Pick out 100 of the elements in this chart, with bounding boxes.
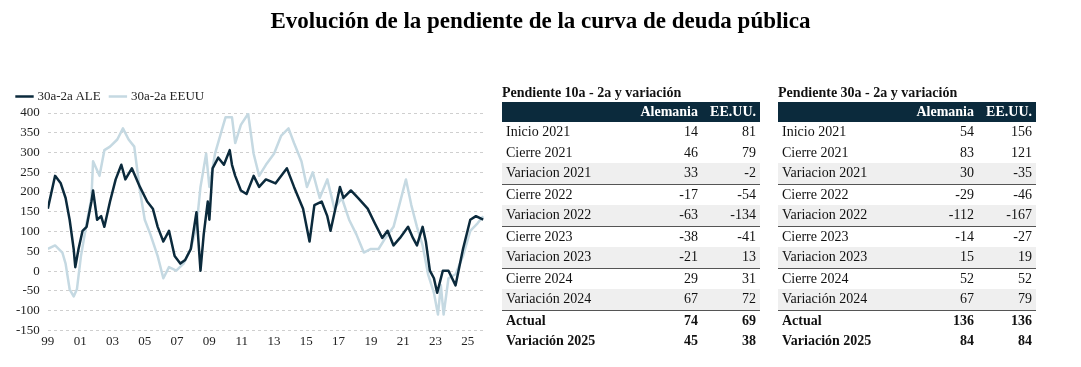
legend-label: 30a-2a ALE bbox=[37, 87, 101, 103]
y-tick-label: 400 bbox=[20, 104, 40, 120]
data-label: 156 bbox=[1010, 124, 1033, 141]
category-label: Cierre 2023 bbox=[781, 228, 850, 245]
data-label: -41 bbox=[736, 228, 757, 245]
data-label: 13 bbox=[741, 249, 757, 266]
data-label: 81 bbox=[741, 124, 757, 141]
data-label: -134 bbox=[729, 207, 757, 224]
category-label: Cierre 2023 bbox=[505, 228, 574, 245]
x-tick-label: 15 bbox=[299, 332, 313, 348]
data-label: -2 bbox=[743, 165, 757, 182]
data-label: -38 bbox=[678, 228, 699, 245]
legend-label: 30a-2a EEUU bbox=[130, 87, 205, 103]
data-label: -17 bbox=[678, 186, 699, 203]
data-label: 38 bbox=[741, 333, 757, 350]
data-label: 136 bbox=[952, 312, 975, 329]
data-label: 31 bbox=[741, 270, 757, 287]
data-label: -112 bbox=[947, 207, 975, 224]
x-tick-label: 99 bbox=[41, 332, 55, 348]
data-label: 29 bbox=[683, 270, 699, 287]
data-label: 67 bbox=[683, 291, 699, 308]
x-tick-label: 23 bbox=[429, 332, 443, 348]
y-tick-label: 250 bbox=[20, 163, 40, 179]
category-label: Variación 2024 bbox=[781, 291, 869, 308]
category-label: Variación 2024 bbox=[505, 291, 593, 308]
data-label: -63 bbox=[678, 207, 699, 224]
y-tick-label: 50 bbox=[26, 242, 40, 258]
category-label: Inicio 2021 bbox=[781, 124, 848, 141]
y-tick-label: 300 bbox=[20, 143, 40, 159]
y-tick-label: 150 bbox=[20, 203, 40, 219]
category-label: Variacion 2023 bbox=[781, 249, 869, 266]
data-label: 79 bbox=[1017, 291, 1033, 308]
data-label: 30 bbox=[959, 165, 975, 182]
data-label: 33 bbox=[683, 165, 699, 182]
category-label: Actual bbox=[505, 312, 547, 329]
data-label: -54 bbox=[736, 186, 757, 203]
x-tick-label: 21 bbox=[396, 332, 410, 348]
y-tick-label: 0 bbox=[33, 262, 40, 278]
data-label: 15 bbox=[959, 249, 975, 266]
text: Alemania bbox=[639, 104, 699, 120]
x-tick-label: 25 bbox=[461, 332, 475, 348]
category-label: Cierre 2024 bbox=[781, 270, 850, 287]
text: EE.UU. bbox=[709, 104, 757, 120]
category-label: Cierre 2024 bbox=[505, 270, 574, 287]
x-tick-label: 19 bbox=[364, 332, 378, 348]
category-label: Actual bbox=[781, 312, 823, 329]
text: EE.UU. bbox=[985, 104, 1033, 120]
data-label: 136 bbox=[1010, 312, 1033, 329]
data-label: -46 bbox=[1012, 186, 1033, 203]
category-label: Variacion 2022 bbox=[505, 207, 593, 224]
category-label: Variación 2025 bbox=[505, 333, 597, 350]
data-label: 84 bbox=[959, 333, 975, 350]
y-tick-label: 350 bbox=[20, 124, 40, 140]
data-label: 14 bbox=[683, 124, 699, 141]
text: Pendiente 10a - 2a y variación bbox=[502, 84, 683, 102]
data-label: 121 bbox=[1010, 144, 1033, 161]
category-label: Variacion 2021 bbox=[505, 165, 593, 182]
data-label: 19 bbox=[1017, 249, 1033, 266]
y-tick-label: -50 bbox=[22, 282, 40, 298]
x-tick-label: 01 bbox=[73, 332, 87, 348]
y-tick-label: -100 bbox=[15, 302, 40, 318]
x-tick-label: 17 bbox=[332, 332, 346, 348]
y-tick-label: 200 bbox=[20, 183, 40, 199]
data-label: -14 bbox=[954, 228, 975, 245]
data-label: 84 bbox=[1017, 333, 1033, 350]
x-tick-label: 09 bbox=[202, 332, 216, 348]
data-label: 74 bbox=[683, 312, 699, 329]
x-tick-label: 13 bbox=[267, 332, 281, 348]
x-tick-label: 05 bbox=[138, 332, 152, 348]
data-label: -27 bbox=[1012, 228, 1033, 245]
category-label: Variacion 2021 bbox=[781, 165, 869, 182]
category-label: Variacion 2023 bbox=[505, 249, 593, 266]
category-label: Variacion 2022 bbox=[781, 207, 869, 224]
data-label: 46 bbox=[683, 144, 699, 161]
data-label: 72 bbox=[741, 291, 757, 308]
y-tick-label: 100 bbox=[20, 223, 40, 238]
category-label: Cierre 2021 bbox=[505, 144, 574, 161]
text: Pendiente 30a - 2a y variación bbox=[778, 84, 959, 102]
data-label: -29 bbox=[954, 186, 975, 203]
data-label: 79 bbox=[741, 144, 757, 161]
data-label: -167 bbox=[1005, 207, 1033, 224]
data-label: 54 bbox=[959, 124, 975, 141]
data-label: 52 bbox=[959, 270, 975, 287]
category-label: Variación 2025 bbox=[781, 333, 873, 350]
category-label: Cierre 2021 bbox=[781, 144, 850, 161]
category-label: Cierre 2022 bbox=[505, 186, 574, 203]
data-label: 69 bbox=[741, 312, 757, 329]
category-label: Inicio 2021 bbox=[505, 124, 572, 141]
x-tick-label: 07 bbox=[170, 332, 185, 348]
y-tick-label: -150 bbox=[15, 321, 40, 337]
x-tick-label: 11 bbox=[235, 332, 248, 348]
x-tick-label: 03 bbox=[105, 332, 119, 348]
text: Alemania bbox=[915, 104, 975, 120]
data-label: 67 bbox=[959, 291, 975, 308]
text: Evolución de la pendiente de la curva de deuda pública bbox=[269, 8, 812, 34]
data-label: -35 bbox=[1012, 165, 1033, 182]
data-label: 45 bbox=[683, 333, 699, 350]
data-label: -21 bbox=[678, 249, 699, 266]
data-label: 52 bbox=[1017, 270, 1033, 287]
data-label: 83 bbox=[959, 144, 975, 161]
